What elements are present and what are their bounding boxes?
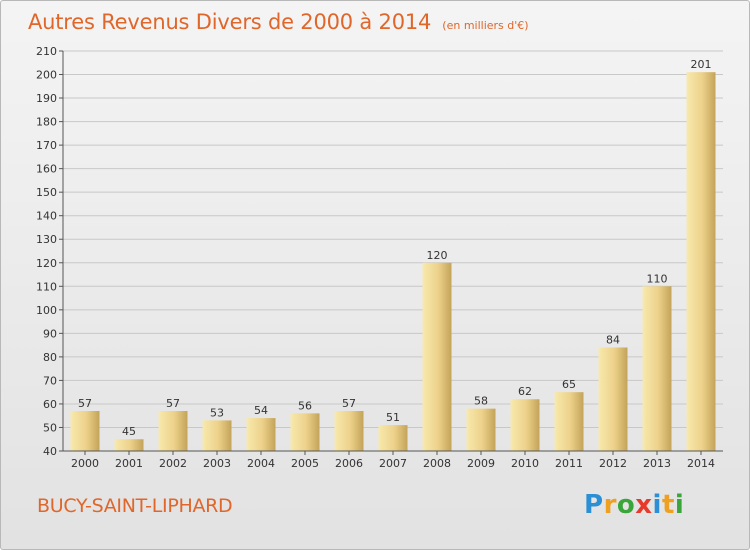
- y-tick-label: 110: [36, 280, 57, 293]
- bar-value-label: 84: [606, 333, 620, 346]
- bar: [334, 411, 364, 451]
- x-tick-label: 2010: [511, 457, 539, 470]
- x-tick-label: 2003: [203, 457, 231, 470]
- bar-value-label: 57: [166, 397, 180, 410]
- logo-letter: o: [616, 490, 636, 520]
- y-tick-label: 60: [43, 398, 57, 411]
- logo-letter: i: [674, 490, 685, 520]
- bar-value-label: 45: [122, 425, 136, 438]
- bar-value-label: 51: [386, 411, 400, 424]
- bar-value-label: 201: [691, 58, 712, 71]
- bar: [290, 413, 320, 451]
- bar-value-label: 56: [298, 399, 312, 412]
- y-tick-label: 40: [43, 445, 57, 458]
- value-labels: 57 45 57 53 54 56 57 51 120 58 62 65 84 110 201: [78, 58, 712, 438]
- x-tick-label: 2004: [247, 457, 275, 470]
- bar: [466, 408, 496, 451]
- bar: [158, 411, 188, 451]
- logo-letter: P: [584, 490, 604, 520]
- y-tick-label: 130: [36, 233, 57, 246]
- y-tick-label: 160: [36, 163, 57, 176]
- bar: [642, 286, 672, 451]
- bar: [246, 418, 276, 451]
- x-tick-label: 2013: [643, 457, 671, 470]
- bar-value-label: 54: [254, 404, 268, 417]
- y-tick-label: 200: [36, 69, 57, 82]
- logo-letter: t: [661, 490, 675, 520]
- x-tick-label: 2000: [71, 457, 99, 470]
- bar-value-label: 53: [210, 406, 224, 419]
- chart-unit-note: (en milliers d'€): [442, 19, 529, 32]
- bar: [554, 392, 584, 451]
- bar-value-label: 57: [342, 397, 356, 410]
- y-tick-label: 150: [36, 186, 57, 199]
- bar: [686, 72, 716, 452]
- x-tick-label: 2007: [379, 457, 407, 470]
- axes: 40 50 60 70 80 90 100 110 120 130 140 150 160 170 180 1…: [36, 45, 723, 470]
- bar-value-label: 110: [647, 272, 668, 285]
- y-tick-label: 70: [43, 374, 57, 387]
- y-tick-label: 90: [43, 327, 57, 340]
- x-tick-label: 2002: [159, 457, 187, 470]
- y-tick-label: 50: [43, 421, 57, 434]
- y-tick-label: 100: [36, 304, 57, 317]
- y-tick-label: 170: [36, 139, 57, 152]
- bar: [422, 262, 452, 451]
- x-tick-label: 2006: [335, 457, 363, 470]
- x-tick-label: 2005: [291, 457, 319, 470]
- y-tick-label: 180: [36, 116, 57, 129]
- bar-value-label: 62: [518, 385, 532, 398]
- bar-value-label: 65: [562, 378, 576, 391]
- logo-letter: i: [652, 490, 662, 520]
- y-tick-label: 80: [43, 351, 57, 364]
- bar-value-label: 58: [474, 395, 488, 408]
- x-tick-label: 2008: [423, 457, 451, 470]
- x-tick-label: 2014: [687, 457, 715, 470]
- x-tick-label: 2011: [555, 457, 583, 470]
- y-tick-label: 140: [36, 210, 57, 223]
- bar: [70, 411, 100, 451]
- bar: [202, 420, 232, 451]
- bar: [598, 347, 628, 451]
- bars: [70, 72, 716, 452]
- chart-title: Autres Revenus Divers de 2000 à 2014: [28, 10, 432, 34]
- y-tick-label: 190: [36, 92, 57, 105]
- bar: [378, 425, 408, 451]
- logo-letter: x: [635, 490, 653, 520]
- y-tick-label: 120: [36, 257, 57, 270]
- y-tick-label: 210: [36, 45, 57, 58]
- commune-name: BUCY-SAINT-LIPHARD: [37, 495, 233, 517]
- bar-value-label: 120: [427, 249, 448, 262]
- proxiti-logo[interactable]: Proxiti: [584, 490, 684, 520]
- bar: [114, 439, 144, 451]
- x-tick-label: 2009: [467, 457, 495, 470]
- logo-letter: r: [603, 490, 617, 520]
- x-tick-label: 2012: [599, 457, 627, 470]
- bar: [510, 399, 540, 451]
- bar-value-label: 57: [78, 397, 92, 410]
- x-tick-label: 2001: [115, 457, 143, 470]
- chart-title-block: Autres Revenus Divers de 2000 à 2014 (en…: [28, 10, 529, 34]
